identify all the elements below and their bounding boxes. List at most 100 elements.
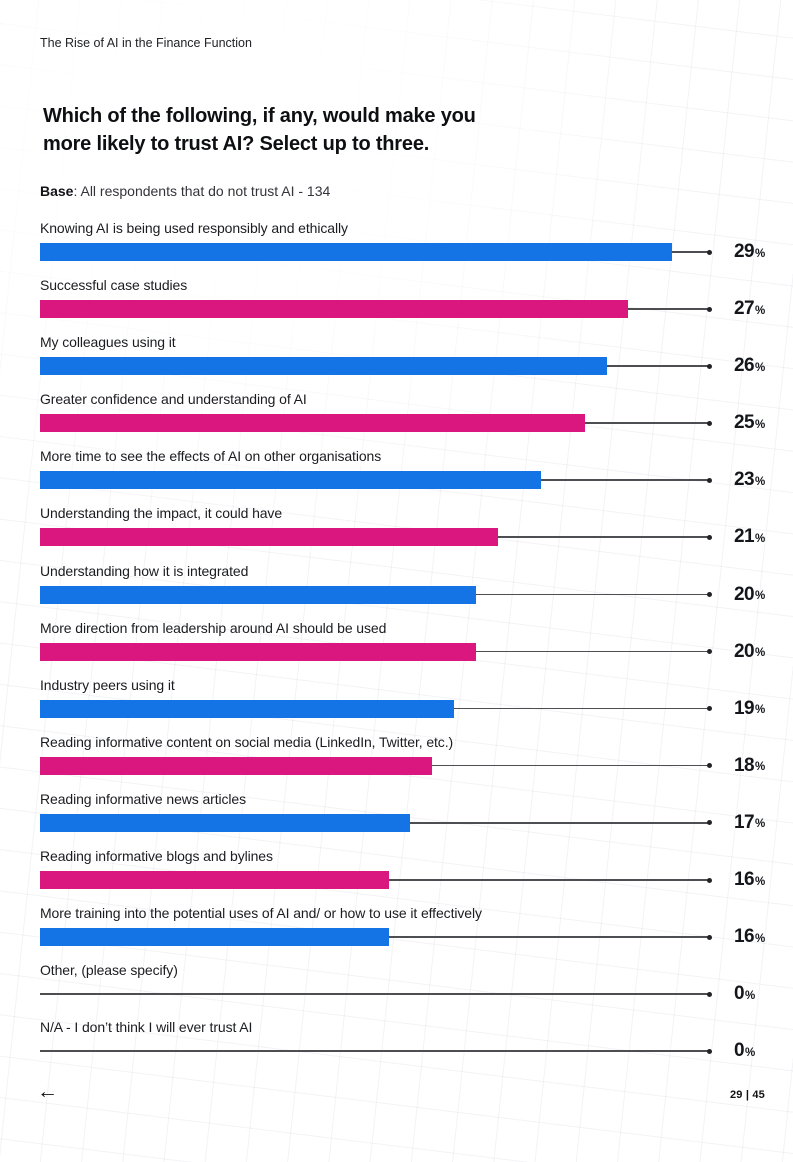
base-note: Base: All respondents that do not trust …	[40, 183, 330, 199]
value-number: 21	[734, 526, 755, 548]
value-number: 26	[734, 355, 755, 377]
chart-row: More direction from leadership around AI…	[40, 620, 777, 677]
value-label: 17%	[734, 811, 766, 833]
connector-line	[40, 993, 709, 995]
value-percent-sign: %	[754, 704, 766, 717]
bar	[40, 528, 498, 547]
value-percent-sign: %	[754, 247, 766, 260]
bar	[40, 585, 476, 604]
connector-line	[541, 479, 709, 481]
category-label: Understanding how it is integrated	[40, 562, 249, 579]
bar	[40, 871, 389, 890]
bar	[40, 813, 410, 832]
chart-row: Knowing AI is being used responsibly and…	[40, 220, 777, 277]
category-label: Successful case studies	[40, 277, 188, 294]
value-percent-sign: %	[754, 475, 766, 488]
value-percent-sign: %	[744, 989, 756, 1002]
value-label: 16%	[734, 869, 765, 890]
chart-row: Reading informative content on social me…	[40, 734, 777, 791]
category-label: Industry peers using it	[40, 676, 175, 693]
bar-track: 20%	[40, 583, 777, 605]
value-percent-sign: %	[754, 590, 766, 603]
back-arrow-icon[interactable]: ←	[37, 1080, 58, 1103]
category-label: Understanding the impact, it could have	[40, 505, 283, 522]
category-label: Reading informative news articles	[40, 790, 247, 807]
bar	[40, 699, 454, 718]
connector-line	[454, 707, 709, 710]
report-header-title: The Rise of AI in the Finance Function	[40, 36, 252, 50]
bar	[40, 414, 585, 433]
category-label: Greater confidence and understanding of …	[40, 391, 307, 408]
value-number: 0	[734, 983, 745, 1005]
category-label: More training into the potential uses of…	[40, 905, 482, 922]
category-label: More direction from leadership around AI…	[40, 619, 387, 636]
connector-dot-icon	[706, 820, 712, 826]
connector-line	[389, 879, 709, 881]
connector-line	[498, 536, 709, 539]
bar	[40, 756, 432, 775]
category-label: Reading informative blogs and bylines	[40, 848, 273, 865]
bar	[40, 243, 672, 261]
value-number: 16	[734, 926, 755, 948]
bar-track: 0%	[40, 983, 777, 1005]
chart-row: Reading informative news articles 17%	[40, 791, 777, 848]
value-number: 18	[734, 754, 755, 776]
value-percent-sign: %	[754, 361, 766, 374]
base-label: Base	[40, 183, 74, 199]
question-title-line1: Which of the following, if any, would ma…	[43, 105, 476, 127]
connector-dot-icon	[706, 877, 712, 883]
bar-track: 19%	[40, 697, 777, 719]
category-label: More time to see the effects of AI on ot…	[40, 448, 382, 465]
chart-row: My colleagues using it 26%	[40, 334, 777, 391]
value-number: 27	[734, 298, 755, 320]
bar-track: 26%	[40, 355, 777, 377]
value-percent-sign: %	[754, 818, 766, 831]
value-percent-sign: %	[754, 647, 766, 660]
chart-row: N/A - I don’t think I will ever trust AI…	[40, 1019, 777, 1076]
connector-dot-icon	[706, 534, 712, 540]
category-label: N/A - I don’t think I will ever trust AI	[40, 1019, 253, 1036]
connector-dot-icon	[706, 477, 712, 483]
connector-dot-icon	[706, 363, 712, 369]
value-label: 16%	[734, 926, 765, 948]
chart-row: Greater confidence and understanding of …	[40, 391, 777, 448]
connector-dot-icon	[706, 706, 712, 712]
value-percent-sign: %	[754, 761, 766, 774]
bar-track: 0%	[40, 1040, 777, 1062]
value-label: 20%	[734, 641, 766, 662]
value-number: 20	[734, 583, 755, 605]
chart-row: More time to see the effects of AI on ot…	[40, 448, 777, 505]
value-percent-sign: %	[754, 418, 766, 431]
chart-row: Successful case studies 27%	[40, 277, 777, 334]
connector-dot-icon	[706, 763, 712, 769]
question-title-line2: more likely to trust AI? Select up to th…	[43, 133, 430, 155]
bar-track: 25%	[40, 412, 777, 433]
value-label: 29%	[734, 241, 766, 262]
connector-dot-icon	[706, 991, 712, 997]
bar	[40, 357, 607, 376]
value-percent-sign: %	[754, 304, 766, 317]
chart-row: Understanding the impact, it could have 2…	[40, 505, 777, 562]
bar	[40, 300, 628, 319]
bar	[40, 928, 389, 947]
value-number: 23	[734, 469, 755, 491]
connector-line	[389, 936, 709, 938]
connector-line	[476, 593, 709, 596]
value-number: 19	[734, 697, 755, 719]
bar-track: 23%	[40, 469, 777, 491]
value-number: 29	[734, 241, 755, 262]
bar-track: 16%	[40, 869, 777, 890]
connector-line	[410, 821, 709, 824]
bar-track: 27%	[40, 298, 777, 320]
value-number: 0	[734, 1040, 745, 1062]
category-label: My colleagues using it	[40, 334, 176, 351]
value-label: 0%	[734, 983, 756, 1005]
connector-dot-icon	[706, 934, 712, 940]
bar-track: 20%	[40, 641, 777, 662]
chart-row: More training into the potential uses of…	[40, 905, 777, 962]
connector-dot-icon	[706, 649, 712, 655]
value-label: 0%	[734, 1040, 755, 1062]
connector-line	[476, 650, 709, 653]
bar-track: 18%	[40, 754, 777, 776]
value-number: 17	[734, 811, 755, 833]
